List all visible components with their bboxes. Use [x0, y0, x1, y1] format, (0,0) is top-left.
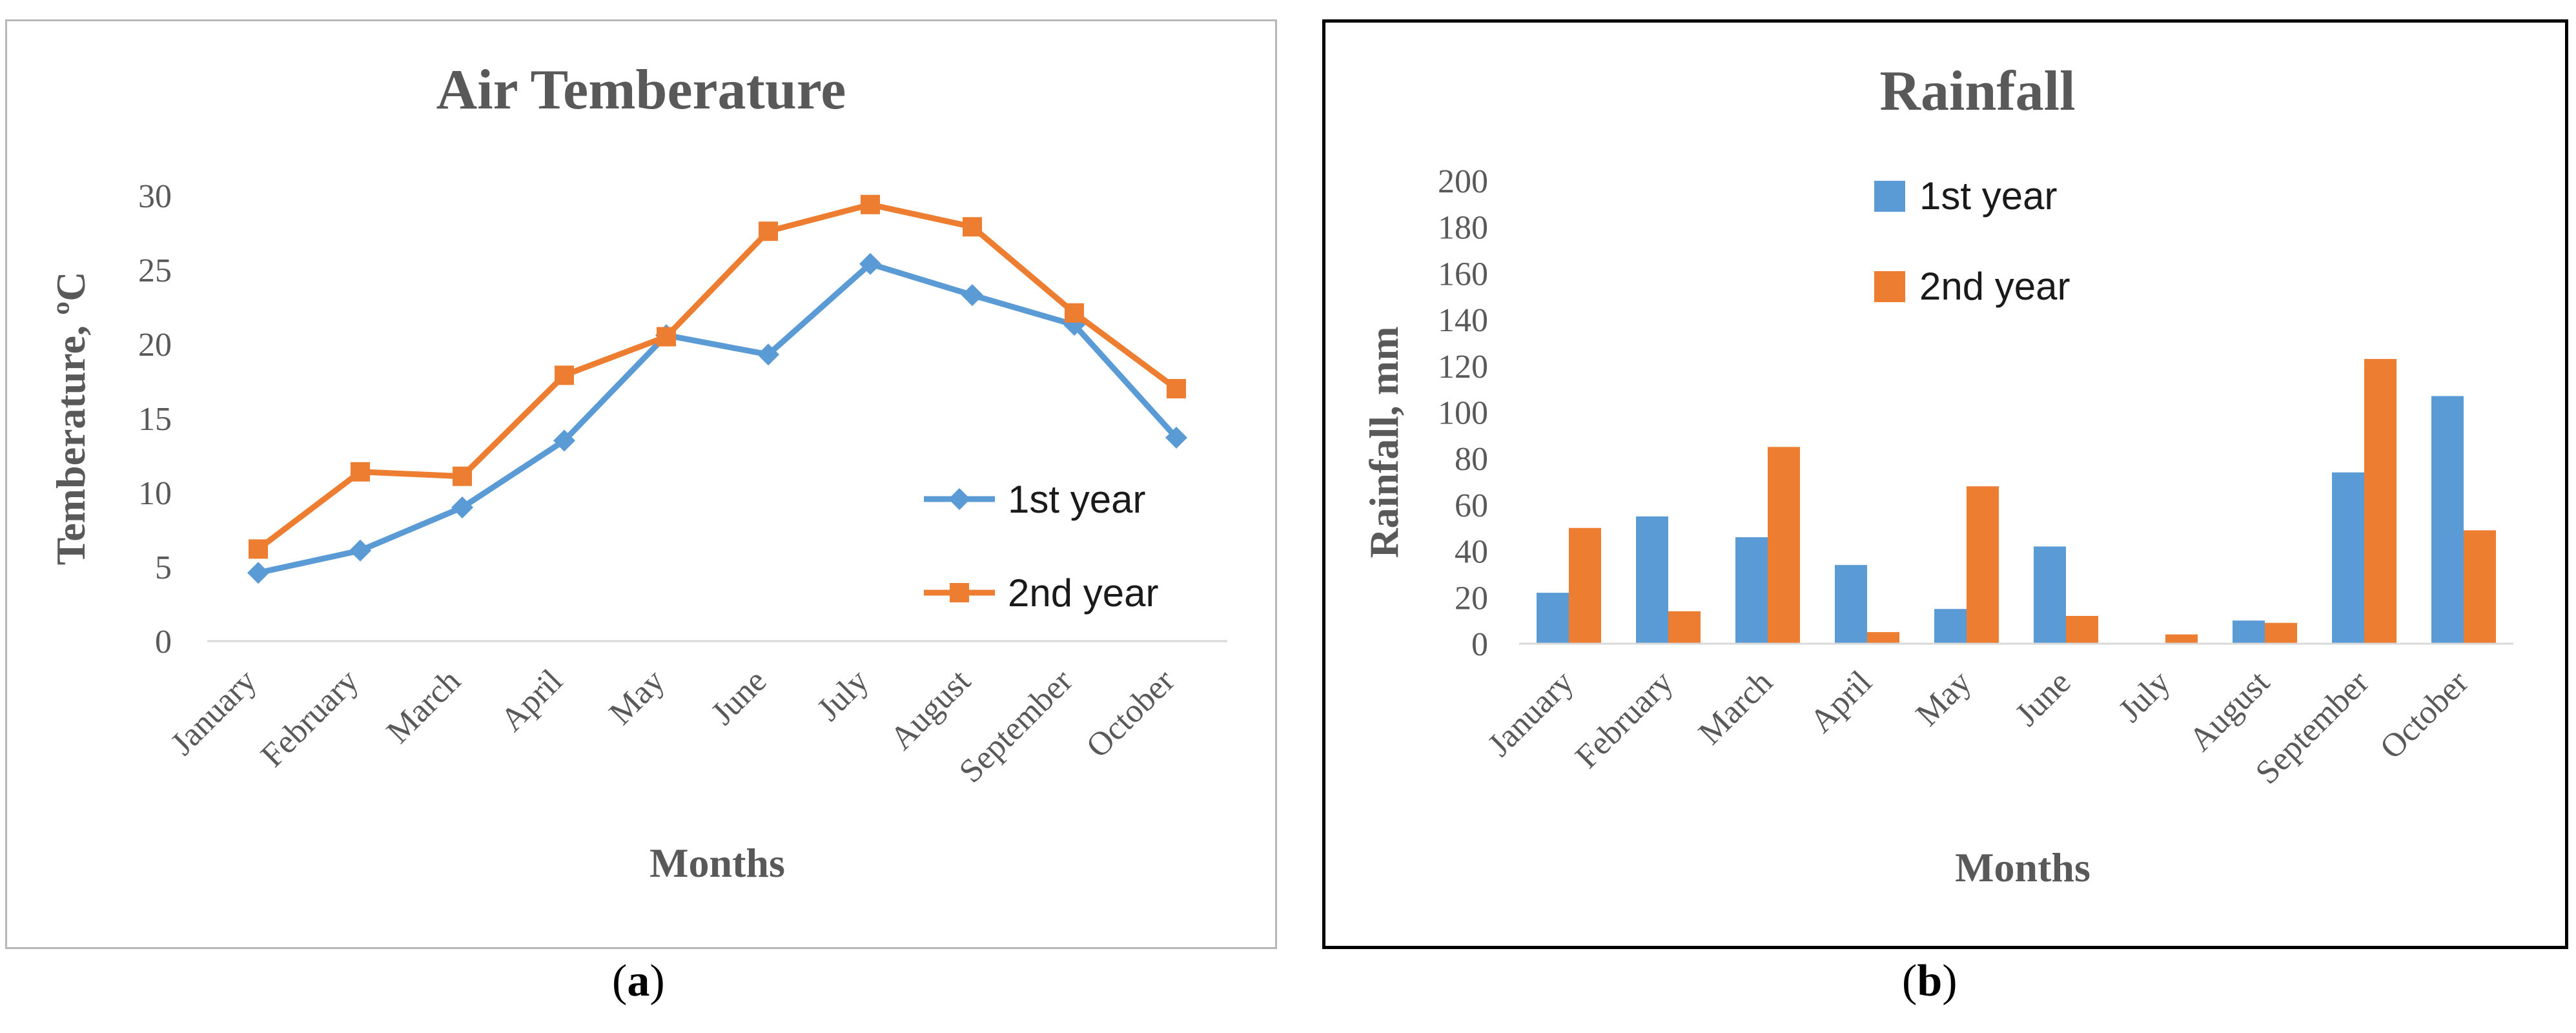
x-tick-label: October: [1079, 662, 1182, 765]
data-point: [453, 466, 472, 486]
bar-series-2: [2364, 359, 2397, 644]
panel-label-a-text: a: [627, 956, 650, 1006]
legend-label: 1st year: [1919, 174, 2057, 218]
y-tick-label: 160: [1438, 256, 1488, 292]
x-tick-label: August: [2182, 664, 2277, 759]
y-tick-label: 40: [1455, 534, 1488, 571]
y-tick-label: 20: [1455, 580, 1488, 617]
chart-title: Rainfall: [1879, 60, 2075, 123]
bar-series-1: [1835, 565, 1867, 644]
data-point: [657, 327, 676, 347]
x-axis-label: Months: [649, 840, 785, 886]
y-tick-label: 80: [1455, 441, 1488, 478]
temperature-chart-panel: Air Temberature 0 5 10 15 20 25 30 January Februa…: [5, 19, 1277, 949]
bar-series-1: [1934, 609, 1967, 644]
y-tick-label: 0: [1471, 626, 1488, 663]
x-tick-label: June: [2009, 664, 2078, 733]
bar-series-2: [2165, 634, 2198, 644]
y-tick-label: 5: [155, 549, 172, 586]
y-tick-label: 180: [1438, 210, 1488, 247]
y-axis-label: Temberature, ºC: [48, 272, 94, 566]
legend-swatch: [1874, 181, 1905, 212]
data-point: [351, 462, 370, 482]
rainfall-chart-panel: Rainfall 0 20 40 60 80 100 120 140 160 180 200 Janua…: [1322, 19, 2568, 949]
data-point: [451, 496, 473, 518]
legend-marker: [950, 583, 969, 602]
bar-series-2: [2066, 615, 2098, 644]
x-tick-label: January: [1481, 664, 1581, 764]
data-point: [349, 539, 371, 562]
y-tick-label: 25: [138, 252, 172, 289]
panel-label-a: (a): [612, 956, 665, 1006]
x-tick-label: May: [602, 662, 672, 732]
data-point: [757, 343, 779, 366]
bar-series-1: [2431, 396, 2464, 644]
data-point: [249, 539, 268, 559]
x-tick-label: February: [1568, 664, 1680, 775]
rainfall-chart: Rainfall 0 20 40 60 80 100 120 140 160 180 200 Janua…: [1361, 60, 2513, 890]
x-tick-label: May: [1909, 664, 1979, 733]
y-axis-label: Rainfall, mm: [1361, 326, 1407, 558]
bar-series-1: [2034, 546, 2066, 644]
legend-label: 1st year: [1008, 478, 1145, 521]
bar-series-2: [1967, 486, 1999, 644]
series-line-2: [256, 201, 1178, 551]
bar-series-2: [1569, 527, 1601, 644]
y-tick-label: 140: [1438, 302, 1488, 339]
x-tick-label: April: [1803, 664, 1879, 740]
x-tick-label: June: [704, 662, 774, 732]
data-point: [859, 252, 881, 275]
bar-series-1: [1537, 593, 1569, 644]
y-tick-label: 10: [138, 475, 172, 512]
x-tick-label: July: [2112, 664, 2178, 730]
x-tick-label: July: [810, 662, 876, 728]
x-tick-label: September: [952, 662, 1080, 790]
bar-series-1: [1735, 537, 1768, 644]
x-tick-label: March: [1692, 664, 1779, 752]
bar-series-2: [1867, 632, 1899, 644]
bar-series-2: [1768, 447, 1800, 644]
y-tick-label: 100: [1438, 395, 1488, 432]
y-tick-label: 20: [138, 327, 172, 363]
data-point: [963, 217, 982, 237]
legend-label: 2nd year: [1919, 265, 2070, 308]
x-tick-label: March: [380, 662, 467, 750]
bar-series-2: [1668, 611, 1701, 644]
y-tick-label: 15: [138, 401, 172, 438]
legend-swatch: [1874, 271, 1905, 302]
x-axis-label: Months: [1955, 844, 2090, 890]
data-point: [553, 429, 575, 452]
y-tick-label: 60: [1455, 487, 1488, 524]
data-point: [961, 284, 983, 307]
data-point: [1165, 426, 1187, 449]
y-tick-label: 120: [1438, 349, 1488, 385]
bar-series-1: [1636, 516, 1668, 644]
y-tick-label: 200: [1438, 163, 1488, 200]
x-tick-label: February: [254, 662, 365, 774]
bar-series-2: [2265, 622, 2297, 644]
series-line-1: [258, 261, 1179, 576]
bar-series-2: [2464, 530, 2496, 644]
bar-series-1: [2233, 620, 2265, 644]
temperature-chart: Air Temberature 0 5 10 15 20 25 30 JanuaryFebrua…: [48, 59, 1227, 886]
x-tick-label: October: [2373, 664, 2476, 766]
data-point: [861, 194, 880, 214]
data-point: [247, 562, 269, 584]
bar-series-1: [2332, 472, 2364, 644]
data-point: [1167, 379, 1186, 398]
data-point: [555, 365, 574, 385]
y-tick-label: 30: [138, 178, 172, 215]
x-tick-label: January: [164, 662, 264, 762]
panel-label-b-text: b: [1917, 956, 1943, 1006]
chart-title: Air Temberature: [436, 59, 846, 121]
legend-label: 2nd year: [1008, 571, 1159, 615]
y-tick-label: 0: [155, 624, 172, 660]
data-point: [759, 221, 778, 241]
panel-label-b: (b): [1902, 956, 1958, 1006]
x-tick-label: April: [494, 662, 570, 739]
data-point: [1065, 303, 1084, 323]
x-tick-label: August: [883, 662, 978, 757]
legend-marker: [948, 488, 970, 510]
